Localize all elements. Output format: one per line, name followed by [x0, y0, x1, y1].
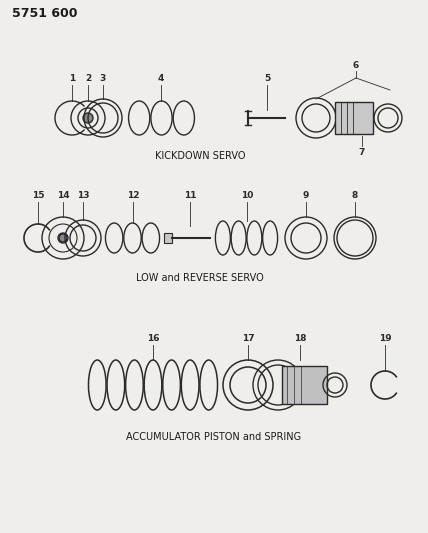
Bar: [335, 102, 373, 134]
Text: 17: 17: [242, 334, 254, 343]
Text: 5: 5: [264, 74, 270, 83]
Text: 18: 18: [294, 334, 306, 343]
Circle shape: [59, 234, 67, 242]
Text: 1: 1: [69, 74, 75, 83]
Text: 3: 3: [100, 74, 106, 83]
Bar: [164, 233, 172, 243]
Text: ACCUMULATOR PISTON and SPRING: ACCUMULATOR PISTON and SPRING: [126, 432, 302, 442]
Text: 9: 9: [303, 191, 309, 200]
Text: LOW and REVERSE SERVO: LOW and REVERSE SERVO: [136, 273, 264, 283]
Text: 8: 8: [352, 191, 358, 200]
Text: 4: 4: [158, 74, 164, 83]
Text: 10: 10: [241, 191, 253, 200]
Bar: [282, 366, 327, 404]
Text: 15: 15: [32, 191, 44, 200]
Text: 16: 16: [147, 334, 159, 343]
Text: 5751 600: 5751 600: [12, 7, 77, 20]
Text: 2: 2: [85, 74, 91, 83]
Text: KICKDOWN SERVO: KICKDOWN SERVO: [155, 151, 245, 161]
Text: 11: 11: [184, 191, 196, 200]
Text: 13: 13: [77, 191, 89, 200]
Text: 7: 7: [359, 148, 365, 157]
Text: 14: 14: [56, 191, 69, 200]
Text: 12: 12: [127, 191, 139, 200]
Text: 6: 6: [353, 61, 359, 70]
Text: 19: 19: [379, 334, 391, 343]
Circle shape: [83, 113, 93, 123]
